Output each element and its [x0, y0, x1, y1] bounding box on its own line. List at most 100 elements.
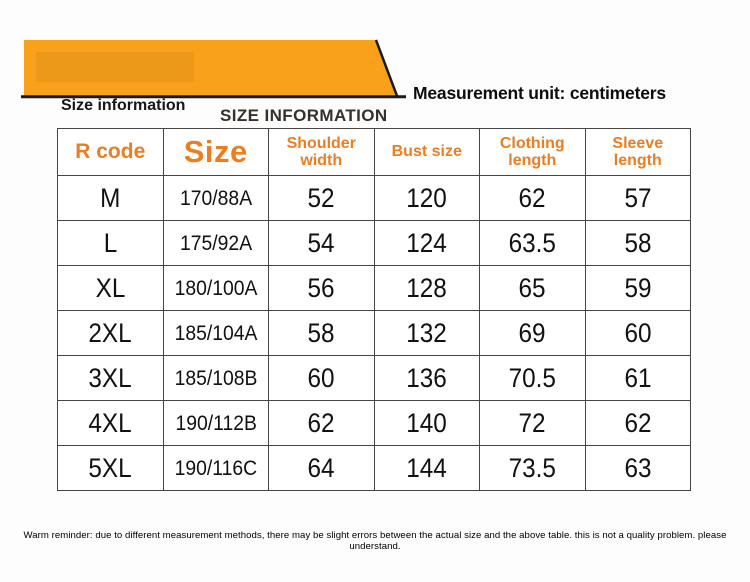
banner: Size information SIZE INFORMATION [20, 36, 440, 125]
table-cell-value: 69 [518, 317, 546, 348]
table-cell-value: 4XL [88, 407, 132, 438]
table-cell: 140 [373, 400, 480, 446]
table-cell: 5XL [57, 445, 164, 491]
size-table-head: R code Size Shoulder width Bust size Clothin… [57, 128, 691, 176]
banner-ribbon-shape [21, 39, 406, 99]
table-cell-value: 2XL [88, 317, 132, 348]
table-cell-value: 60 [307, 362, 335, 393]
table-cell-value: 144 [406, 452, 448, 483]
header-row: R code Size Shoulder width Bust size Clothin… [57, 128, 691, 176]
table-cell-value: 70.5 [508, 362, 556, 393]
table-cell: 190/112B [162, 400, 269, 446]
table-cell-value: 120 [406, 182, 448, 213]
table-cell-value: XL [95, 272, 126, 303]
table-row-M: M 170/88A 52 120 62 57 [57, 175, 691, 221]
table-cell-value: 58 [624, 227, 652, 258]
table-cell-value: 5XL [88, 452, 132, 483]
table-cell-value: 3XL [88, 362, 132, 393]
table-cell: 69 [479, 310, 586, 356]
table-cell: 52 [268, 175, 375, 221]
table-cell-value: 132 [406, 317, 448, 348]
table-cell: 61 [584, 355, 691, 401]
table-cell-value: 62 [307, 407, 335, 438]
table-cell: 70.5 [479, 355, 586, 401]
table-row-L: L 175/92A 54 124 63.5 58 [57, 220, 691, 266]
table-cell-value: 190/116C [174, 455, 257, 480]
table-cell: 58 [268, 310, 375, 356]
table-cell: XL [57, 265, 164, 311]
table-cell: 185/108B [162, 355, 269, 401]
table-cell: 144 [373, 445, 480, 491]
table-cell-value: M [100, 182, 121, 213]
table-cell-value: 52 [307, 182, 335, 213]
table-cell: 132 [373, 310, 480, 356]
table-cell: 120 [373, 175, 480, 221]
table-cell-value: 62 [518, 182, 546, 213]
table-cell-value: 54 [307, 227, 335, 258]
table-cell-value: 62 [624, 407, 652, 438]
table-cell: 175/92A [162, 220, 269, 266]
table-cell-value: 58 [307, 317, 335, 348]
table-cell-value: 185/108B [174, 365, 258, 390]
table-cell: 62 [268, 400, 375, 446]
table-cell-value: 65 [518, 272, 546, 303]
table-cell: 190/116C [162, 445, 269, 491]
banner-title-primary: Size information [61, 97, 186, 114]
table-cell-value: 140 [406, 407, 448, 438]
table-cell-value: 190/112B [175, 410, 257, 435]
table-row-4XL: 4XL 190/112B 62 140 72 62 [57, 400, 691, 446]
table-cell-value: 185/104A [174, 320, 258, 345]
table-row-5XL: 5XL 190/116C 64 144 73.5 63 [57, 445, 691, 491]
table-row-2XL: 2XL 185/104A 58 132 69 60 [57, 310, 691, 356]
table-cell-value: 60 [624, 317, 652, 348]
table-cell-value: 136 [406, 362, 448, 393]
table-cell: 56 [268, 265, 375, 311]
table-cell: 73.5 [479, 445, 586, 491]
table-cell: 170/88A [162, 175, 269, 221]
table-cell: 63 [584, 445, 691, 491]
table-cell-value: 64 [307, 452, 335, 483]
table-cell: 62 [584, 400, 691, 446]
table-cell: 136 [373, 355, 480, 401]
table-cell: 64 [268, 445, 375, 491]
header-cell-2: Shoulder width [268, 128, 375, 176]
table-cell: 60 [584, 310, 691, 356]
table-cell-value: 170/88A [179, 185, 252, 210]
table-cell-value: 73.5 [508, 452, 556, 483]
table-cell-value: 59 [624, 272, 652, 303]
table-cell-value: 72 [518, 407, 546, 438]
header-cell-0: R code [57, 128, 164, 176]
table-cell-value: 61 [624, 362, 652, 393]
table-cell-value: 57 [624, 182, 652, 213]
table-cell: 185/104A [162, 310, 269, 356]
table-cell: L [57, 220, 164, 266]
table-cell-value: L [103, 227, 118, 258]
table-row-XL: XL 180/100A 56 128 65 59 [57, 265, 691, 311]
table-cell: 124 [373, 220, 480, 266]
table-cell: 3XL [57, 355, 164, 401]
table-row-3XL: 3XL 185/108B 60 136 70.5 61 [57, 355, 691, 401]
table-cell-value: 180/100A [174, 275, 258, 300]
table-cell-value: 175/92A [179, 230, 252, 255]
table-cell: 4XL [57, 400, 164, 446]
table-cell: 60 [268, 355, 375, 401]
table-cell: 180/100A [162, 265, 269, 311]
measurement-unit-note: Measurement unit: centimeters [413, 83, 666, 103]
header-cell-4: Clothing length [479, 128, 586, 176]
size-table-body: M 170/88A 52 120 62 57 L 175/92A 54 124 63.5 58 XL 18… [57, 175, 691, 491]
table-cell: 72 [479, 400, 586, 446]
table-cell: 58 [584, 220, 691, 266]
table-cell-value: 56 [307, 272, 335, 303]
table-cell-value: 124 [406, 227, 448, 258]
header-cell-1: Size [162, 128, 269, 176]
table-cell: 59 [584, 265, 691, 311]
banner-title-secondary: SIZE INFORMATION [220, 106, 388, 125]
table-cell-value: 128 [406, 272, 448, 303]
table-cell-value: 63.5 [508, 227, 556, 258]
footer-note: Warm reminder: due to different measurem… [23, 530, 727, 552]
table-cell: 63.5 [479, 220, 586, 266]
table-cell: 57 [584, 175, 691, 221]
table-cell: 2XL [57, 310, 164, 356]
table-cell: M [57, 175, 164, 221]
